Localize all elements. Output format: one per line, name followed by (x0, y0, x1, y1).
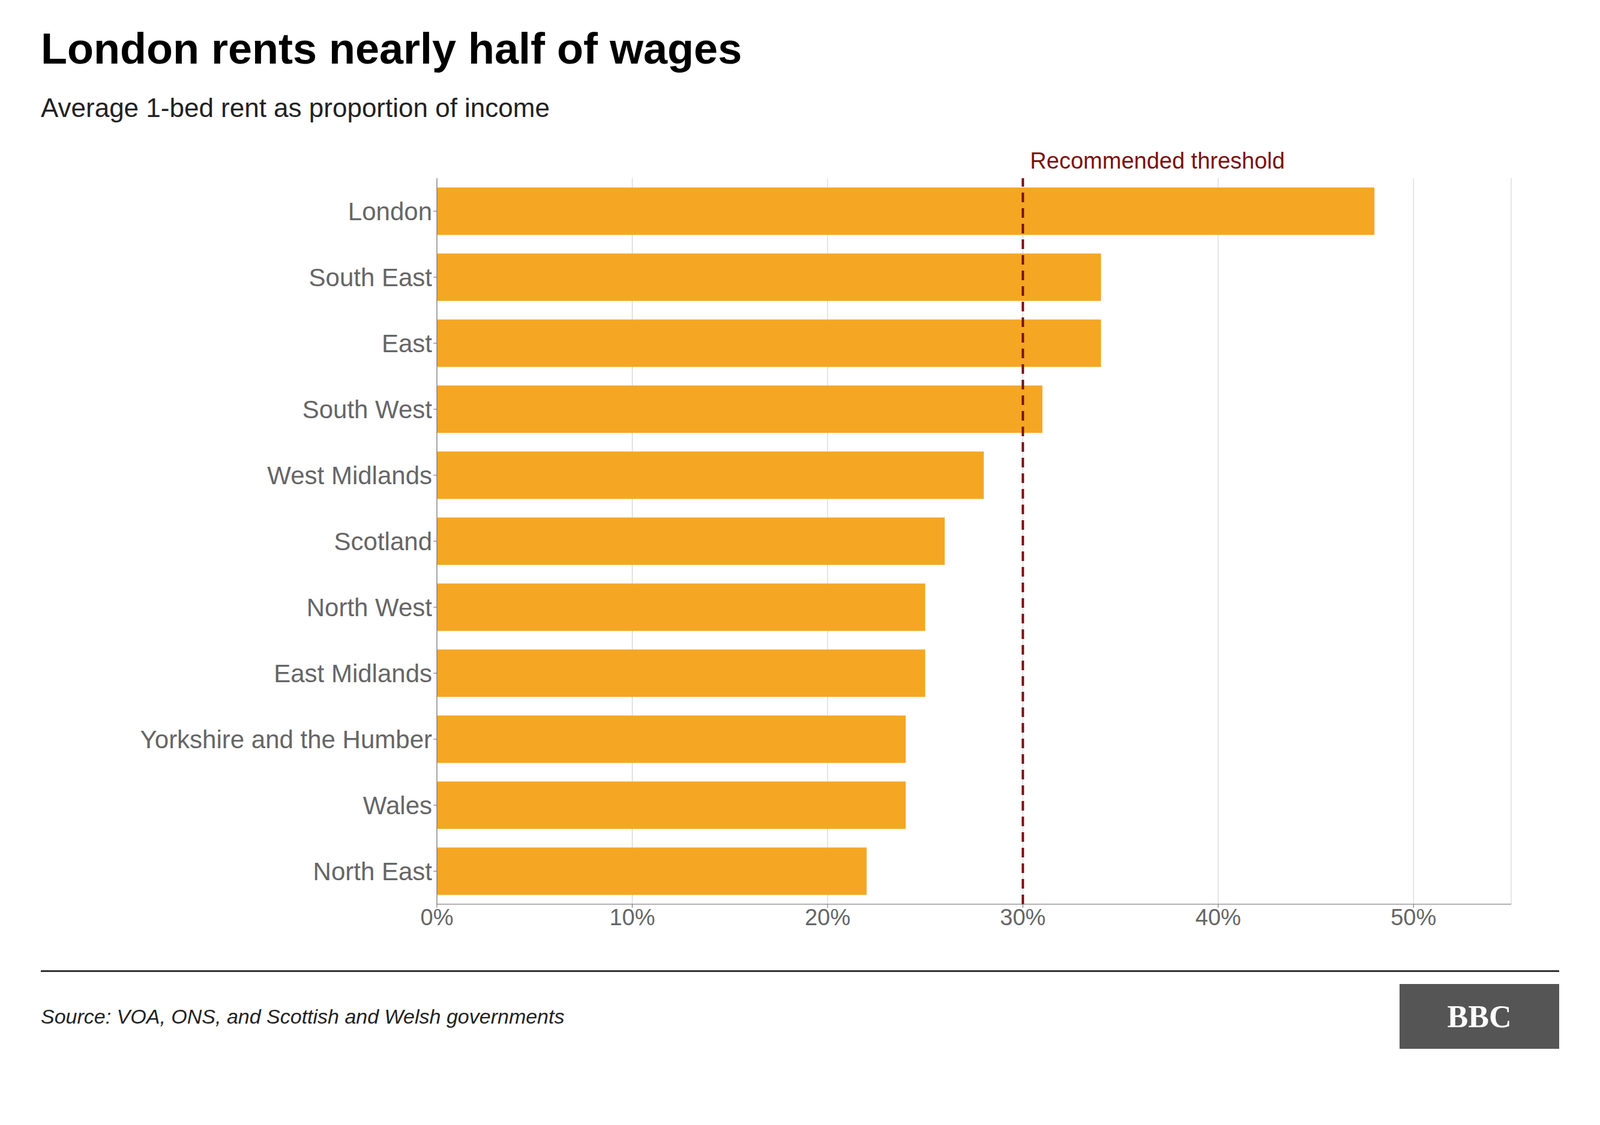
html-text:BBC: BBC (1447, 999, 1512, 1034)
html-text:Average 1-bed rent as proporti: Average 1-bed rent as proportion of inco… (40, 93, 550, 123)
svg-text:10%: 10% (609, 905, 655, 931)
svg-text:Wales: Wales (363, 791, 433, 820)
svg-text:30%: 30% (999, 905, 1046, 931)
svg-text:40%: 40% (1195, 905, 1242, 931)
svg-text:0%: 0% (420, 905, 454, 931)
svg-text:North West: North West (306, 593, 433, 622)
html-text:London rents nearly half of wa: London rents nearly half of wages (40, 24, 742, 73)
svg-text:West Midlands: West Midlands (267, 461, 433, 490)
svg-text:North East: North East (313, 857, 433, 886)
svg-text:East: East (381, 329, 433, 358)
svg-text:London: London (348, 197, 433, 226)
svg-text:50%: 50% (1390, 905, 1437, 931)
svg-text:South West: South West (302, 395, 433, 424)
svg-text:Yorkshire and the Humber: Yorkshire and the Humber (140, 725, 433, 754)
html-text:Source: VOA, ONS, and Scottish: Source: VOA, ONS, and Scottish and Welsh… (40, 1005, 565, 1028)
svg-text:20%: 20% (804, 905, 851, 931)
svg-text:Recommended threshold: Recommended threshold (1029, 148, 1285, 174)
svg-text:South East: South East (309, 263, 433, 292)
svg-text:Scotland: Scotland (334, 527, 433, 556)
svg-text:East Midlands: East Midlands (273, 659, 433, 688)
